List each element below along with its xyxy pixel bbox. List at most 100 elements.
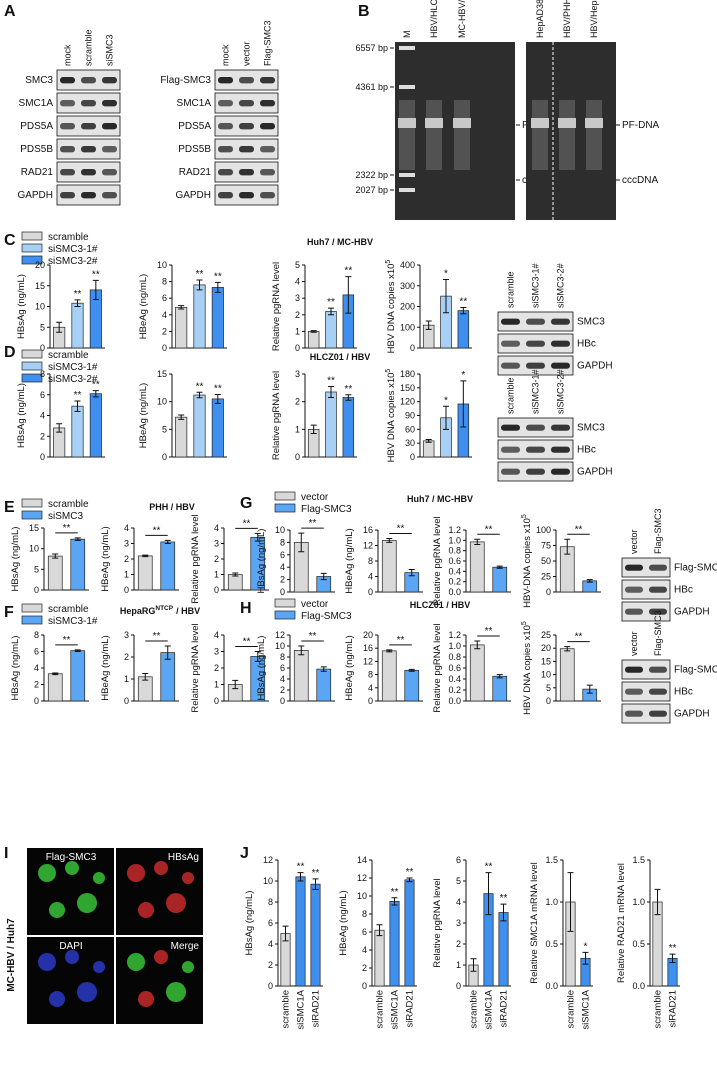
y-tick-label: 1 — [214, 570, 219, 580]
row-label: GAPDH — [577, 361, 613, 372]
image-label: HBsAg — [168, 852, 199, 863]
y-axis-label-text: HBsAg (ng/mL) — [244, 891, 255, 956]
blot-band — [551, 424, 570, 431]
image-label: Merge — [171, 941, 200, 952]
lane-label: siSMC3 — [105, 34, 115, 66]
significance: ** — [74, 289, 82, 300]
y-tick-label: 75 — [541, 541, 551, 551]
blot-band — [625, 564, 643, 571]
bar — [70, 650, 86, 702]
legend-label: siSMC3-1# — [48, 616, 98, 627]
y-tick-label: 0.0 — [448, 587, 461, 597]
group-title: PHH / HBV — [149, 502, 195, 512]
y-tick-label: 3 — [214, 539, 219, 549]
image-label: Flag-SMC3 — [46, 852, 97, 863]
legend-swatch — [21, 361, 43, 371]
y-axis-label-text: HBeAg (ng/mL) — [338, 890, 349, 955]
significance: ** — [327, 375, 335, 386]
y-tick-label: 5 — [295, 260, 300, 270]
gel-smear — [559, 100, 575, 170]
error-bar — [496, 565, 503, 569]
marker-label: 2322 bp — [355, 170, 388, 180]
cell — [127, 953, 145, 971]
error-bar — [52, 553, 59, 559]
group-title-text: PHH / HBV — [149, 502, 195, 512]
row-label: PDS5B — [20, 144, 53, 155]
y-tick-label: 1 — [456, 960, 461, 970]
blot-band — [102, 169, 117, 176]
y-tick-label: 60 — [405, 424, 415, 434]
y-tick-label: 4 — [295, 277, 300, 287]
y-tick-label: 3 — [124, 630, 129, 640]
blot-band — [625, 586, 643, 593]
blot-band — [260, 146, 275, 153]
significance: ** — [63, 635, 71, 646]
y-tick-label: 1 — [295, 424, 300, 434]
gel-smear — [532, 100, 548, 170]
y-axis-label: HBeAg (ng/mL) — [138, 274, 149, 339]
y-tick-label: 1 — [214, 680, 219, 690]
significance: ** — [312, 868, 320, 879]
y-axis-label: HBsAg (ng/mL) — [10, 636, 21, 701]
y-axis-label-sup: 5 — [521, 621, 528, 625]
bar — [160, 541, 176, 591]
y-tick-label: 0.4 — [448, 674, 461, 684]
y-tick-label: 8 — [280, 537, 285, 547]
bar — [469, 644, 485, 702]
lane-label: vector — [629, 529, 639, 554]
y-tick-label: 0 — [295, 452, 300, 462]
error-bar — [443, 405, 449, 430]
y-tick-label: 14 — [357, 855, 367, 865]
y-axis-label-text: HBsAg (ng/mL) — [16, 274, 27, 339]
group-title-text: Huh7 / MC-HBV — [407, 494, 473, 504]
error-bar — [408, 569, 415, 577]
bar — [211, 398, 224, 458]
y-tick-label: 30 — [405, 438, 415, 448]
error-bar — [654, 888, 661, 916]
y-tick-label: 10 — [29, 544, 39, 554]
cell — [38, 864, 56, 882]
blot-band — [649, 586, 667, 593]
y-tick-label: 0 — [546, 696, 551, 706]
y-axis-label-sup: 5 — [521, 514, 528, 518]
y-tick-label: 10 — [275, 525, 285, 535]
x-tick-label: siRAD21 — [668, 990, 679, 1028]
y-tick-label: 1 — [124, 570, 129, 580]
y-tick-label: 0 — [40, 343, 45, 353]
y-tick-label: 20 — [363, 630, 373, 640]
error-bar — [586, 684, 593, 694]
blot-band — [501, 362, 520, 369]
band-label: PF-DNA — [622, 120, 660, 131]
lane-label: HepAD38 — [535, 0, 545, 38]
y-tick-label: 1.0 — [632, 897, 645, 907]
y-tick-label: 0.5 — [632, 939, 645, 949]
y-tick-label: 2 — [280, 685, 285, 695]
y-tick-label: 180 — [400, 369, 415, 379]
y-tick-label: 0 — [368, 587, 373, 597]
bar — [47, 555, 63, 591]
legend-swatch — [21, 615, 43, 625]
y-tick-label: 12 — [263, 855, 273, 865]
y-axis-label-text: HBeAg (ng/mL) — [344, 635, 355, 700]
error-bar — [345, 276, 352, 314]
bar — [71, 302, 84, 349]
y-tick-label: 20 — [35, 260, 45, 270]
significance: ** — [309, 631, 317, 642]
blot-band — [60, 77, 75, 84]
cell — [154, 861, 168, 875]
row-label: PDS5B — [178, 144, 211, 155]
legend-swatch — [21, 603, 43, 613]
error-bar — [425, 320, 432, 330]
bar — [89, 393, 102, 458]
blot-band — [81, 146, 96, 153]
bar — [457, 310, 470, 349]
y-tick-label: 3 — [214, 647, 219, 657]
y-axis-label-text: HBeAg (ng/mL) — [344, 528, 355, 593]
y-axis-label: HBeAg (ng/mL) — [344, 635, 355, 700]
cell — [65, 950, 79, 964]
bar — [325, 391, 337, 458]
y-tick-label: 2 — [295, 310, 300, 320]
marker-label: 6557 bp — [355, 43, 388, 53]
panel-letter: J — [240, 845, 249, 862]
lane-label: Flag-SMC3 — [263, 20, 273, 66]
